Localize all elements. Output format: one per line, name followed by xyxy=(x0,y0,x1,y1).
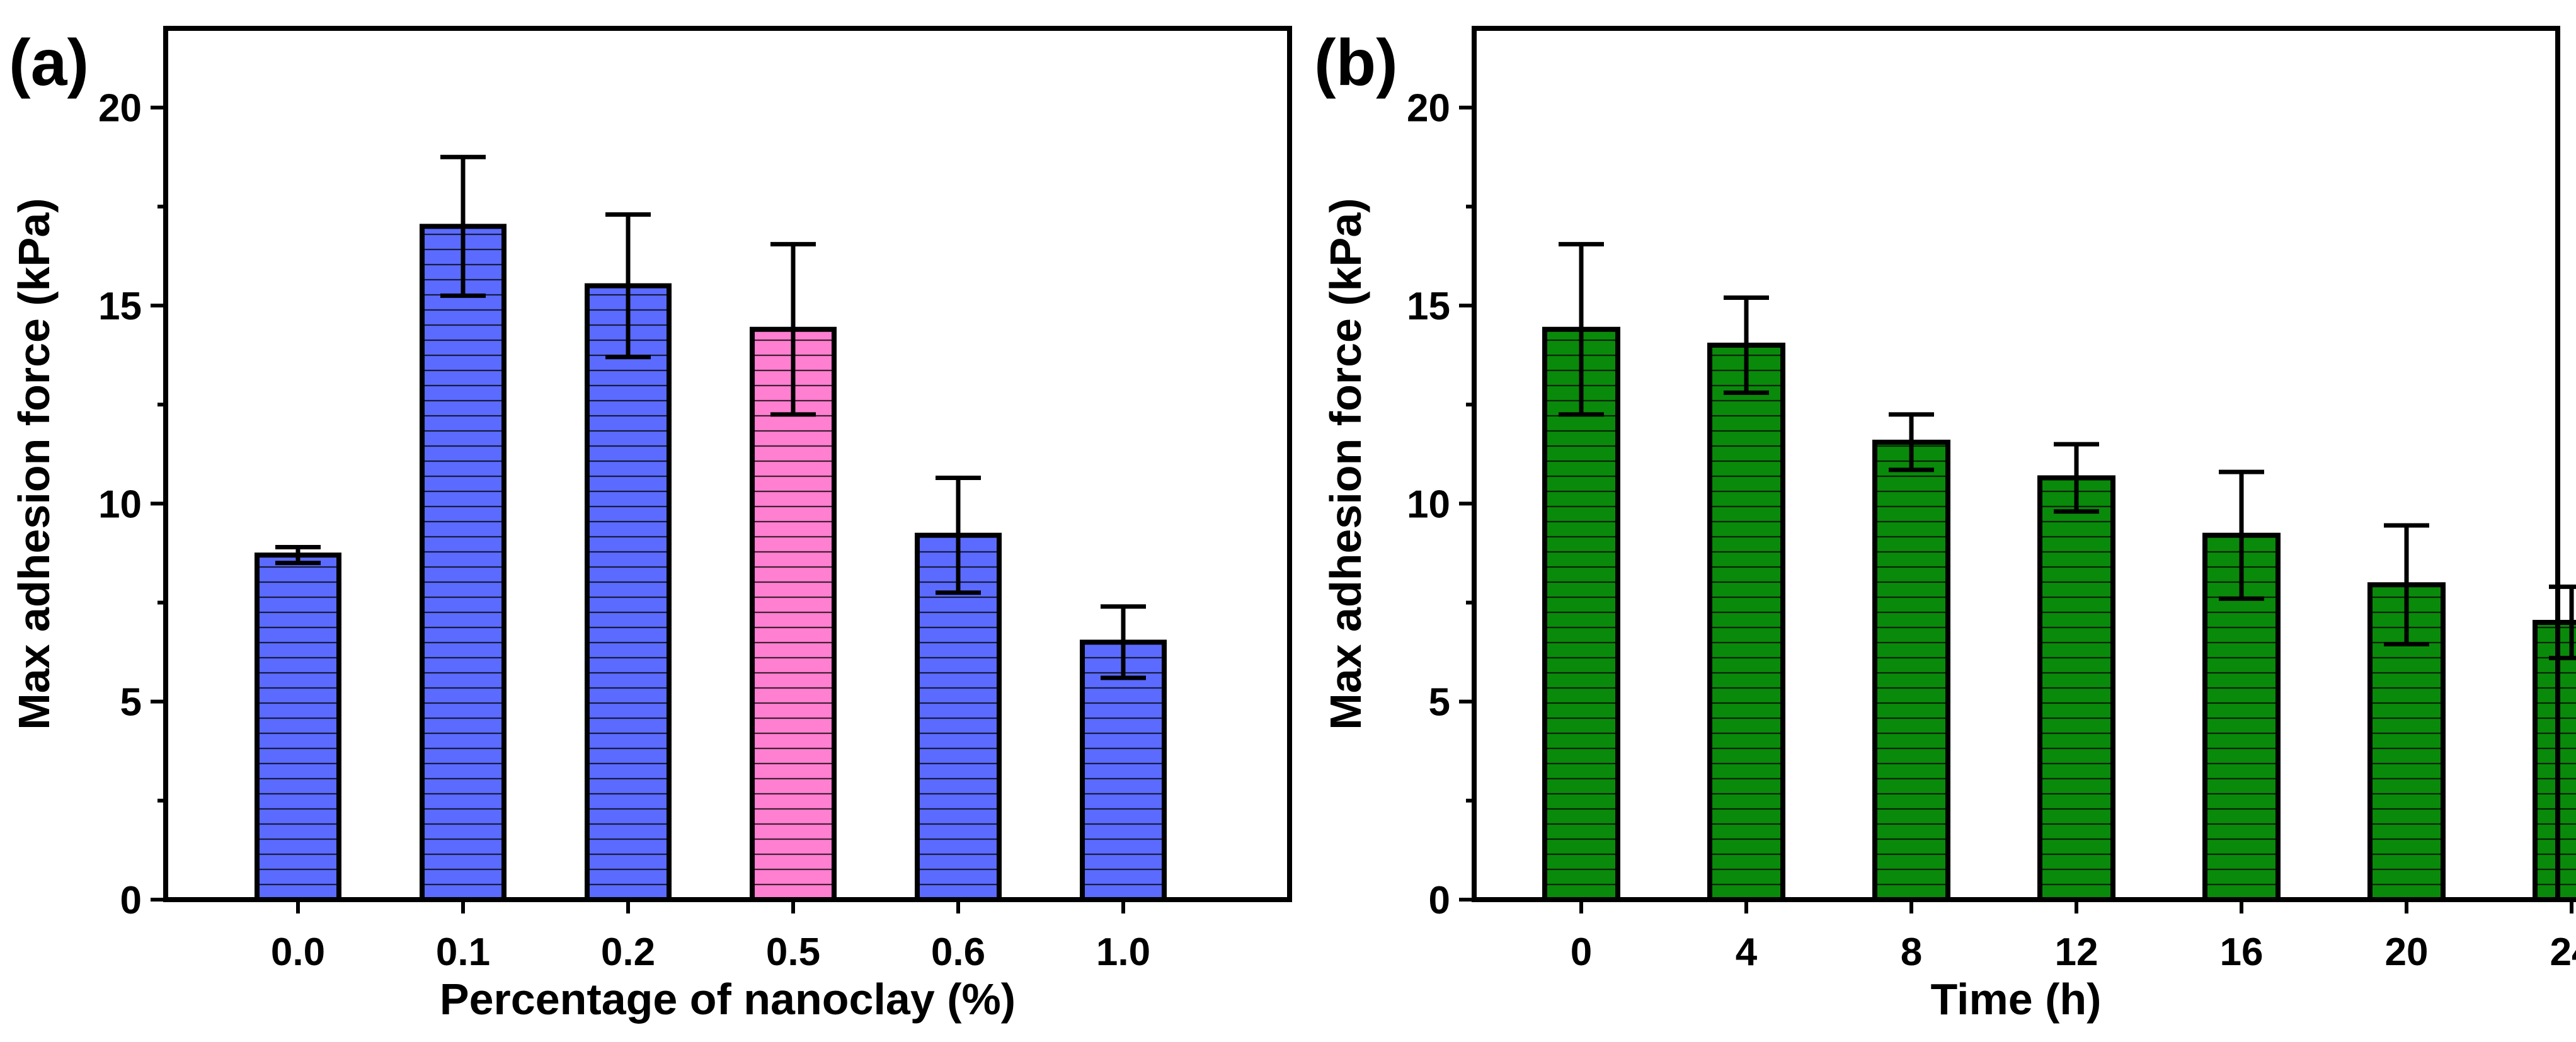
y-tick-label: 5 xyxy=(120,681,142,724)
x-tick-label: 0.0 xyxy=(271,930,325,974)
x-tick-label: 20 xyxy=(2385,930,2429,974)
bar-group-0.6 xyxy=(915,476,1002,902)
x-tick-label: 8 xyxy=(1901,930,1922,974)
y-tick-label: 5 xyxy=(1429,681,1450,724)
bar-group-16 xyxy=(2202,469,2281,902)
plot-frame xyxy=(163,26,1292,902)
bar-hatch xyxy=(587,285,669,900)
chart-panel-a: 0 5 10 15 20 0.0 0.1 0.2 0.5 0.6 1.0 Percentage of … xyxy=(9,26,1292,1024)
y-tick-label: 10 xyxy=(1407,483,1450,526)
x-tick-label: 16 xyxy=(2220,930,2264,974)
bar-group-0.1 xyxy=(420,154,507,902)
chart-panel-b: 0 5 10 15 20 0 4 8 12 16 20 24 Time (h) Max adhesion … xyxy=(1314,26,2576,1024)
bar-hatch xyxy=(1545,329,1618,900)
bar-hatch xyxy=(257,555,339,900)
bar-group-4 xyxy=(1707,295,1785,902)
x-tick-label: 0.5 xyxy=(766,930,820,974)
bar-hatch xyxy=(2040,478,2113,900)
x-tick-label: 4 xyxy=(1736,930,1758,974)
y-tick-label: 0 xyxy=(1429,879,1450,922)
bar-hatch xyxy=(917,535,999,900)
bar-group-8 xyxy=(1872,412,1950,902)
bar-hatch xyxy=(1710,345,1783,900)
y-tick-label: 20 xyxy=(1407,87,1450,130)
bar-hatch xyxy=(1082,642,1164,900)
y-tick-label: 15 xyxy=(98,285,142,328)
x-tick-label: 0.2 xyxy=(601,930,655,974)
y-axis-title: Max adhesion force (kPa) xyxy=(1321,198,1370,730)
panel-label: (b) xyxy=(1314,26,1398,100)
bar-group-0.5 xyxy=(750,242,837,902)
x-tick-label: 12 xyxy=(2055,930,2098,974)
bar-group-1.0 xyxy=(1080,604,1167,902)
y-tick-label: 0 xyxy=(120,879,142,922)
plot-frame xyxy=(1472,26,2560,902)
bar-group-12 xyxy=(2037,442,2115,902)
y-tick-label: 20 xyxy=(98,87,142,130)
x-axis-title: Time (h) xyxy=(1931,975,2102,1024)
x-axis-title: Percentage of nanoclay (%) xyxy=(440,975,1016,1024)
bar-group-20 xyxy=(2367,523,2446,902)
x-tick-label: 24 xyxy=(2550,930,2576,974)
y-axis-title: Max adhesion force (kPa) xyxy=(9,198,59,730)
panel-label: (a) xyxy=(9,26,89,100)
bar-group-0.0 xyxy=(255,545,341,902)
bar-hatch xyxy=(422,226,504,900)
y-tick-label: 15 xyxy=(1407,285,1450,328)
bar-hatch xyxy=(752,329,834,900)
x-tick-label: 1.0 xyxy=(1096,930,1150,974)
x-tick-label: 0.6 xyxy=(931,930,985,974)
x-tick-label: 0 xyxy=(1571,930,1592,974)
bar-group-0.2 xyxy=(585,212,672,902)
x-tick-label: 0.1 xyxy=(436,930,490,974)
bar-group-0 xyxy=(1542,242,1620,902)
y-tick-label: 10 xyxy=(98,483,142,526)
bar-hatch xyxy=(1875,442,1948,900)
